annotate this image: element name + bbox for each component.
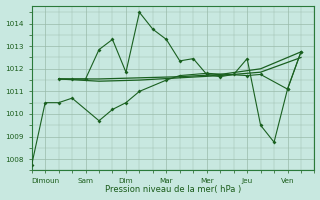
X-axis label: Pression niveau de la mer( hPa ): Pression niveau de la mer( hPa ) <box>105 185 241 194</box>
